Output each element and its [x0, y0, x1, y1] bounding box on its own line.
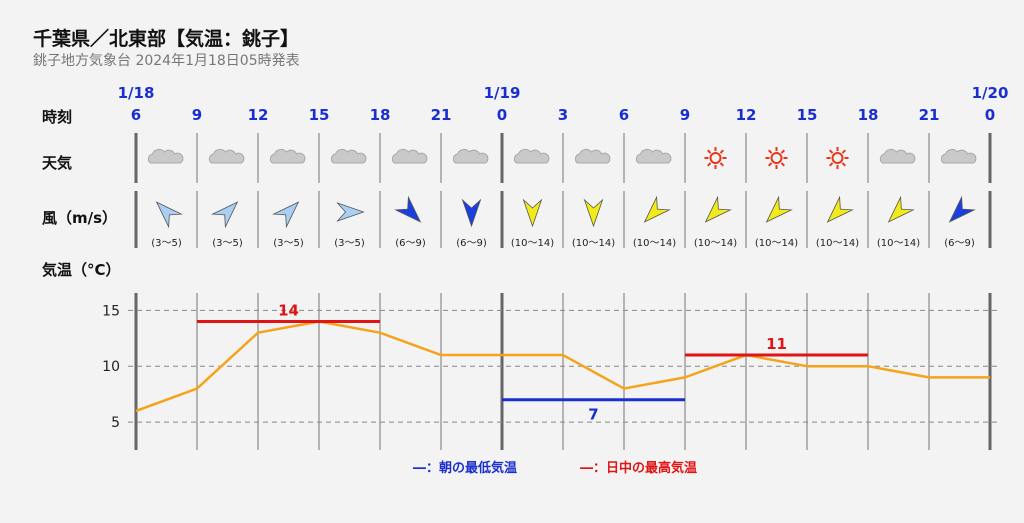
temperature-line — [135, 320, 990, 413]
wind-speed-range: (6〜9) — [395, 238, 426, 249]
cloud-icon — [452, 148, 489, 164]
sun-icon — [826, 147, 849, 169]
cloud-icon — [513, 148, 550, 164]
wind-arrow-icon — [155, 201, 183, 229]
hour-label: 0 — [984, 106, 996, 124]
page-title: 千葉県／北東部【気温：銚子】 — [33, 28, 300, 50]
cloud-icon — [208, 148, 245, 164]
wind-arrow-icon — [522, 198, 543, 228]
wind-speed-range: (3〜5) — [273, 238, 304, 249]
date-label: 1/19 — [483, 84, 521, 102]
y-tick-label: 10 — [102, 359, 120, 375]
wind-speed-range: (10〜14) — [571, 238, 616, 249]
hour-label: 9 — [191, 106, 203, 124]
wind-speed-range: (10〜14) — [693, 238, 738, 249]
wind-speed-range: (3〜5) — [334, 238, 365, 249]
hour-label: 6 — [130, 106, 142, 124]
wind-speed-range: (10〜14) — [815, 238, 860, 249]
cloud-icon — [574, 148, 611, 164]
hour-label: 9 — [679, 106, 691, 124]
sun-icon — [704, 147, 727, 169]
page-subtitle: 銚子地方気象台 2024年1月18日05時発表 — [33, 53, 300, 69]
wind-arrow-icon — [583, 198, 604, 228]
daily-max-label: 11 — [766, 335, 787, 353]
sun-icon — [765, 147, 788, 169]
hour-label: 12 — [735, 106, 757, 124]
wind-arrow-icon — [887, 195, 915, 223]
daily-max-label: 14 — [278, 302, 299, 320]
row-label-wind: 風（m/s） — [42, 209, 118, 227]
hour-label: 18 — [369, 106, 391, 124]
wind-speed-range: (10〜14) — [510, 238, 555, 249]
hour-label: 3 — [557, 106, 569, 124]
hour-label: 21 — [918, 106, 940, 124]
wind-arrow-icon — [765, 195, 793, 223]
cloud-icon — [269, 148, 306, 164]
wind-speed-range: (10〜14) — [632, 238, 677, 249]
wind-speed-range: (6〜9) — [944, 238, 975, 249]
wind-arrow-icon — [461, 198, 482, 228]
wind-arrow-icon — [394, 195, 422, 223]
row-label-time: 時刻 — [42, 108, 73, 126]
wind-speed-range: (10〜14) — [876, 238, 921, 249]
cloud-icon — [391, 148, 428, 164]
hour-label: 0 — [496, 106, 508, 124]
wind-arrow-icon — [272, 201, 300, 229]
cloud-icon — [879, 148, 916, 164]
legend-max-temp: ―：日中の最高気温 — [580, 461, 698, 476]
hour-label: 6 — [618, 106, 630, 124]
wind-arrow-icon — [948, 195, 976, 223]
wind-arrow-icon — [704, 195, 732, 223]
wind-arrow-icon — [336, 202, 365, 222]
hour-label: 12 — [247, 106, 269, 124]
hour-label: 15 — [796, 106, 818, 124]
daily-min-label: 7 — [588, 406, 598, 424]
cloud-icon — [940, 148, 977, 164]
wind-speed-range: (3〜5) — [151, 238, 182, 249]
hour-label: 18 — [857, 106, 879, 124]
cloud-icon — [635, 148, 672, 164]
y-tick-label: 5 — [111, 415, 120, 431]
wind-speed-range: (6〜9) — [456, 238, 487, 249]
date-label: 1/20 — [971, 84, 1009, 102]
wind-speed-range: (10〜14) — [754, 238, 799, 249]
hour-label: 15 — [308, 106, 330, 124]
wind-speed-range: (3〜5) — [212, 238, 243, 249]
cloud-icon — [330, 148, 367, 164]
y-tick-label: 15 — [102, 303, 120, 319]
wind-arrow-icon — [643, 195, 671, 223]
legend-min-temp: ―：朝の最低気温 — [413, 461, 518, 476]
cloud-icon — [147, 148, 184, 164]
row-label-weather: 天気 — [42, 154, 73, 172]
hour-label: 21 — [430, 106, 452, 124]
wind-arrow-icon — [826, 195, 854, 223]
date-label: 1/18 — [117, 84, 155, 102]
row-label-temp: 気温（°C） — [42, 261, 121, 279]
wind-arrow-icon — [211, 201, 239, 229]
